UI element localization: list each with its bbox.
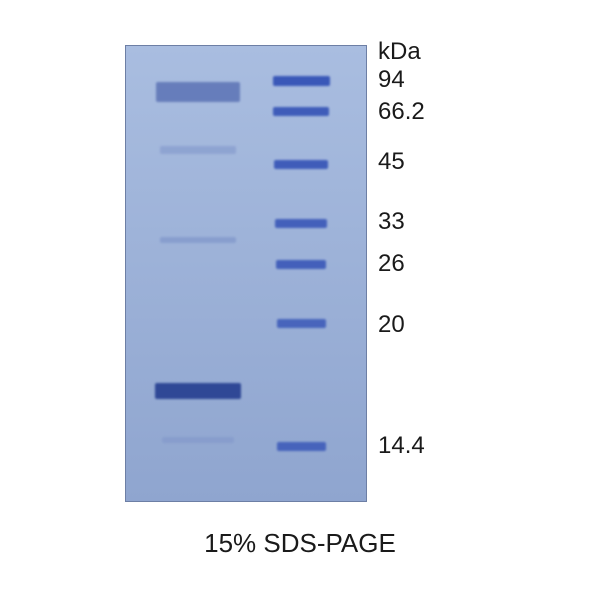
sample-band-top — [156, 82, 240, 102]
marker-label-20: 20 — [378, 311, 405, 339]
figure-caption: 15% SDS-PAGE — [0, 528, 600, 559]
marker-label-26: 26 — [378, 250, 405, 278]
marker-label-14: 14.4 — [378, 432, 425, 460]
sample-faint-2 — [160, 237, 237, 243]
gel-figure: kDa 94 66.2 45 33 26 20 14.4 15% SDS-PAG… — [0, 0, 600, 600]
unit-label: kDa — [378, 38, 421, 66]
marker-66 — [273, 107, 328, 116]
marker-label-94: 94 — [378, 66, 405, 94]
gel-area — [125, 45, 367, 502]
marker-45 — [274, 160, 328, 169]
marker-26 — [276, 260, 327, 269]
sample-faint-1 — [160, 146, 237, 154]
sample-main-band — [155, 383, 241, 399]
marker-14 — [277, 442, 326, 451]
marker-33 — [275, 219, 327, 228]
sample-faint-3 — [162, 437, 234, 443]
marker-label-33: 33 — [378, 208, 405, 236]
marker-lane — [260, 46, 342, 501]
sample-lane — [150, 46, 246, 501]
marker-94 — [273, 76, 330, 86]
marker-label-66: 66.2 — [378, 98, 425, 126]
marker-label-45: 45 — [378, 148, 405, 176]
marker-20 — [277, 319, 326, 328]
